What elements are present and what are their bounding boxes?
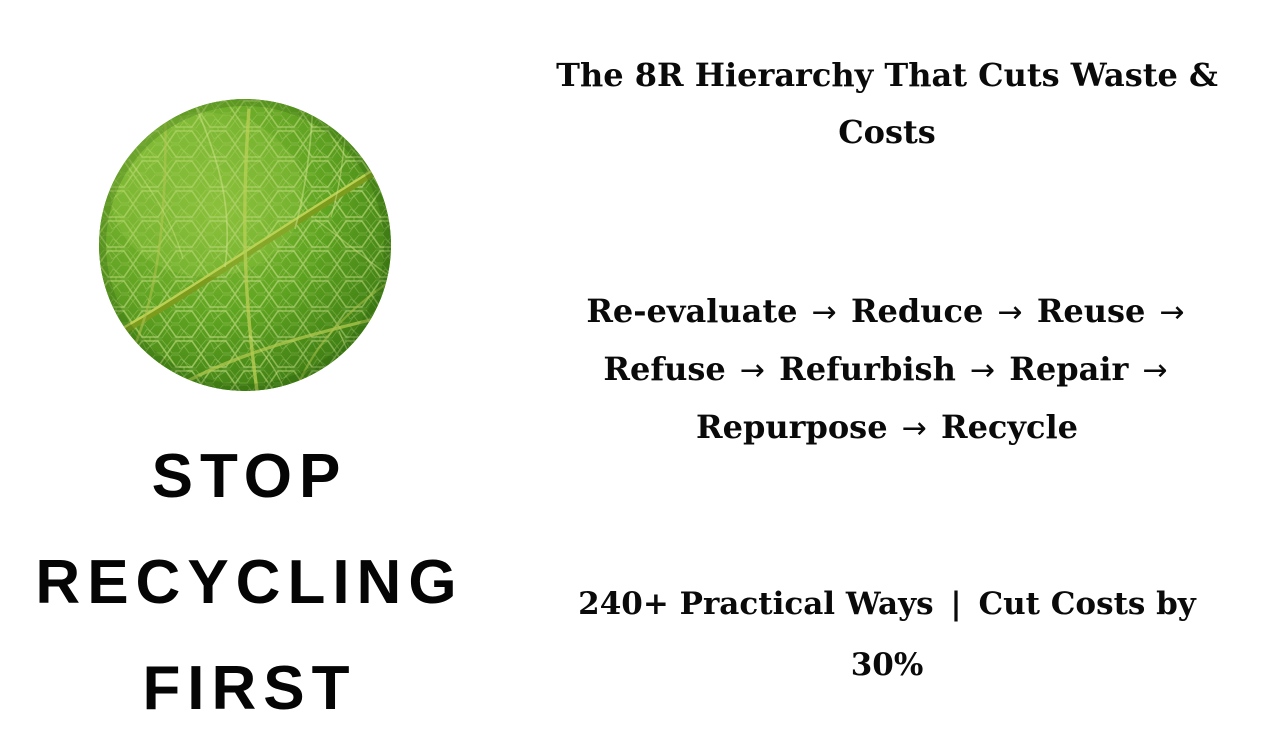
deck-title: The 8R Hierarchy That Cuts Waste & Costs xyxy=(556,56,1218,151)
hierarchy-step-repurpose: Repurpose xyxy=(696,408,888,446)
arrow-right-icon: → xyxy=(901,411,927,446)
headline-line-2: RECYCLING xyxy=(35,548,464,617)
hierarchy-step-reduce: Reduce xyxy=(850,292,984,330)
left-column: STOP RECYCLING FIRST xyxy=(0,0,492,723)
hierarchy-step-re-evaluate: Re-evaluate xyxy=(586,292,798,330)
arrow-right-icon: → xyxy=(1159,295,1185,330)
hierarchy-step-reuse: Reuse xyxy=(1036,292,1146,330)
headline-line-1: STOP xyxy=(151,442,348,511)
slide-canvas: STOP RECYCLING FIRST The 8R Hierarchy Th… xyxy=(0,0,1246,723)
arrow-right-icon: → xyxy=(811,295,837,330)
arrow-right-icon: → xyxy=(997,295,1023,330)
hierarchy-step-recycle: Recycle xyxy=(940,408,1078,446)
arrow-right-icon: → xyxy=(969,353,996,388)
stat-benefit: Cut Costs by 30% xyxy=(850,586,1196,683)
hierarchy-line-1: Re-evaluate → Reduce → Reuse → xyxy=(548,283,1226,341)
stat-count: 240+ Practical Ways xyxy=(578,586,934,622)
leaf-photo xyxy=(99,99,391,391)
stat-line: 240+ Practical Ways | Cut Costs by 30% xyxy=(538,574,1236,696)
hierarchy-step-repair: Repair xyxy=(1009,350,1129,388)
hierarchy-step-refuse: Refuse xyxy=(603,350,726,388)
headline-line-3: FIRST xyxy=(142,654,357,723)
page-title: STOP RECYCLING FIRST xyxy=(0,424,492,742)
hierarchy-line-3: Repurpose → Recycle xyxy=(548,399,1226,457)
hierarchy-line-2: Refuse → Refurbish → Repair → xyxy=(548,341,1226,399)
hierarchy-step-refurbish: Refurbish xyxy=(779,350,956,388)
arrow-right-icon: → xyxy=(1142,353,1168,388)
hierarchy-chain: Re-evaluate → Reduce → Reuse → Refuse → … xyxy=(548,283,1226,457)
arrow-right-icon: → xyxy=(739,353,766,388)
stat-divider: | xyxy=(950,586,962,622)
leaf-illustration xyxy=(99,99,391,391)
right-column: The 8R Hierarchy That Cuts Waste & Costs… xyxy=(528,0,1246,720)
